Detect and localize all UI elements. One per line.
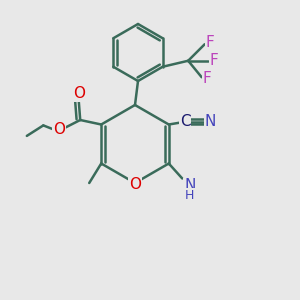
Text: F: F [203,71,212,86]
Text: O: O [129,177,141,192]
Text: O: O [53,122,65,137]
Text: H: H [185,189,194,202]
Text: F: F [209,53,218,68]
Text: O: O [73,86,85,101]
Text: N: N [184,178,196,194]
Text: F: F [206,35,214,50]
Text: N: N [205,114,216,129]
Text: C: C [180,114,190,129]
